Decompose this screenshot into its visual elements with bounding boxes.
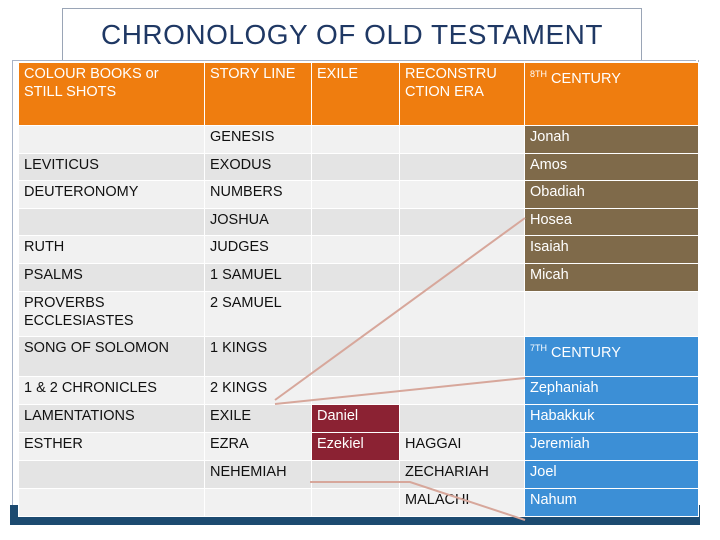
prophet-cell: Zephaniah (524, 376, 699, 405)
table-row: DEUTERONOMY NUMBERS Obadiah (18, 180, 699, 209)
colour-book-cell: LAMENTATIONS (18, 404, 205, 433)
exile-cell (311, 336, 400, 377)
table-row: NEHEMIAH ZECHARIAH Joel (18, 460, 699, 489)
colour-book-cell: LEVITICUS (18, 153, 205, 181)
prophet-cell (524, 291, 699, 337)
header-8th-century: 8TH CENTURY (524, 62, 699, 126)
prophet-cell-7th-century: 7TH CENTURY (524, 336, 699, 377)
prophet-cell: Joel (524, 460, 699, 489)
header-exile: EXILE (311, 62, 400, 126)
table-row: JOSHUA Hosea (18, 208, 699, 236)
reconstruction-cell (399, 263, 525, 292)
table-row: LAMENTATIONS EXILE Daniel Habakkuk (18, 404, 699, 433)
reconstruction-cell (399, 180, 525, 209)
exile-cell (311, 235, 400, 264)
colour-book-cell: SONG OF SOLOMON (18, 336, 205, 377)
colour-book-cell: 1 & 2 CHRONICLES (18, 376, 205, 405)
story-line-cell: 1 KINGS (204, 336, 312, 377)
table-row: LEVITICUS EXODUS Amos (18, 153, 699, 181)
story-line-cell: 2 KINGS (204, 376, 312, 405)
exile-cell (311, 488, 400, 517)
story-line-cell (204, 488, 312, 517)
table-row: ESTHER EZRA Ezekiel HAGGAI Jeremiah (18, 432, 699, 461)
table-row: MALACHI Nahum (18, 488, 699, 517)
prophet-cell: Jonah (524, 125, 699, 154)
reconstruction-cell (399, 208, 525, 236)
story-line-cell: NEHEMIAH (204, 460, 312, 489)
story-line-cell: EZRA (204, 432, 312, 461)
page-title: CHRONOLOGY OF OLD TESTAMENT (62, 8, 642, 60)
prophet-cell: Micah (524, 263, 699, 292)
colour-book-cell (18, 460, 205, 489)
reconstruction-cell (399, 125, 525, 154)
story-line-cell: EXODUS (204, 153, 312, 181)
exile-cell (311, 125, 400, 154)
reconstruction-cell (399, 291, 525, 337)
prophet-cell: Jeremiah (524, 432, 699, 461)
reconstruction-cell: HAGGAI (399, 432, 525, 461)
frame-top-line (12, 60, 696, 61)
colour-book-cell (18, 208, 205, 236)
exile-cell (311, 460, 400, 489)
header-colour-books: COLOUR BOOKS or STILL SHOTS (18, 62, 205, 126)
header-story-line: STORY LINE (204, 62, 312, 126)
exile-cell (311, 291, 400, 337)
colour-book-cell (18, 125, 205, 154)
header-reconstruction-era: RECONSTRU CTION ERA (399, 62, 525, 126)
colour-book-cell: PSALMS (18, 263, 205, 292)
reconstruction-cell (399, 404, 525, 433)
colour-book-cell: PROVERBS ECCLESIASTES (18, 291, 205, 337)
seventh-century-sup: 7TH (530, 343, 548, 353)
exile-cell: Ezekiel (311, 432, 400, 461)
header-8th-text: CENTURY (551, 70, 621, 87)
table-row: GENESIS Jonah (18, 125, 699, 154)
table-row: PSALMS 1 SAMUEL Micah (18, 263, 699, 292)
story-line-cell: 2 SAMUEL (204, 291, 312, 337)
prophet-cell: Nahum (524, 488, 699, 517)
story-line-cell: 1 SAMUEL (204, 263, 312, 292)
story-line-cell: NUMBERS (204, 180, 312, 209)
reconstruction-cell (399, 336, 525, 377)
story-line-cell: GENESIS (204, 125, 312, 154)
colour-book-cell (18, 488, 205, 517)
reconstruction-cell: ZECHARIAH (399, 460, 525, 489)
colour-book-cell: RUTH (18, 235, 205, 264)
table-header-row: COLOUR BOOKS or STILL SHOTS STORY LINE E… (18, 62, 699, 126)
story-line-cell: JUDGES (204, 235, 312, 264)
reconstruction-cell (399, 153, 525, 181)
exile-cell: Daniel (311, 404, 400, 433)
exile-cell (311, 208, 400, 236)
prophet-cell: Habakkuk (524, 404, 699, 433)
exile-cell (311, 180, 400, 209)
reconstruction-cell: MALACHI (399, 488, 525, 517)
story-line-cell: JOSHUA (204, 208, 312, 236)
table-row: SONG OF SOLOMON 1 KINGS 7TH CENTURY (18, 336, 699, 377)
prophet-cell: Hosea (524, 208, 699, 236)
chronology-table: COLOUR BOOKS or STILL SHOTS STORY LINE E… (18, 62, 699, 517)
colour-book-cell: ESTHER (18, 432, 205, 461)
frame-right-line (698, 60, 699, 520)
prophet-cell: Amos (524, 153, 699, 181)
seventh-century-text: CENTURY (551, 344, 621, 361)
table-row: RUTH JUDGES Isaiah (18, 235, 699, 264)
colour-book-cell: DEUTERONOMY (18, 180, 205, 209)
prophet-cell: Isaiah (524, 235, 699, 264)
prophet-cell: Obadiah (524, 180, 699, 209)
exile-cell (311, 153, 400, 181)
header-8th-sup: 8TH (530, 69, 548, 79)
table-row: 1 & 2 CHRONICLES 2 KINGS Zephaniah (18, 376, 699, 405)
exile-cell (311, 376, 400, 405)
frame-left-line (12, 60, 13, 520)
story-line-cell: EXILE (204, 404, 312, 433)
table-row: PROVERBS ECCLESIASTES 2 SAMUEL (18, 291, 699, 337)
reconstruction-cell (399, 376, 525, 405)
exile-cell (311, 263, 400, 292)
reconstruction-cell (399, 235, 525, 264)
